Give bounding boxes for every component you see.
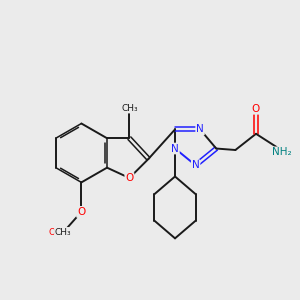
Text: N: N bbox=[196, 124, 204, 134]
Text: NH₂: NH₂ bbox=[272, 147, 292, 158]
Text: N: N bbox=[192, 160, 200, 170]
Text: O: O bbox=[77, 207, 86, 217]
Text: CH₃: CH₃ bbox=[121, 104, 138, 113]
Text: N: N bbox=[171, 143, 179, 154]
Text: OCH₃: OCH₃ bbox=[48, 228, 72, 237]
Text: O: O bbox=[125, 173, 134, 183]
Text: O: O bbox=[252, 104, 260, 114]
Text: CH₃: CH₃ bbox=[55, 228, 71, 237]
Text: O: O bbox=[77, 207, 86, 217]
